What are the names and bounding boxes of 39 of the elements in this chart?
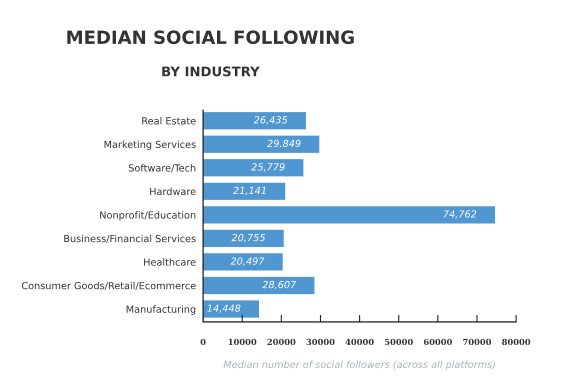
data-label: 25,779 [251,163,285,172]
data-label: 20,497 [230,257,264,266]
x-tick-label: 0 [200,338,206,346]
y-tick-label: Real Estate [142,117,196,125]
bar [203,205,496,225]
bar [203,134,320,154]
chart-title: MEDIAN SOCIAL FOLLOWING [67,30,354,44]
bar [203,228,285,248]
chart-subtitle: BY INDUSTRY [162,66,260,76]
data-label: 29,849 [267,140,301,148]
bar [203,252,284,272]
bar [203,276,316,296]
data-label: 28,607 [262,280,296,290]
data-label: 26,435 [254,116,288,125]
bar [203,158,305,178]
y-tick-label: Software/Tech [128,164,196,172]
x-tick-label: 10000 [228,338,256,346]
y-tick-label: Consumer Goods/Retail/Ecommerce [22,282,196,290]
x-tick-label: 30000 [306,338,335,346]
data-label: 20,755 [232,234,265,242]
x-axis-title: Median number of social followers (across all platforms) [224,360,495,370]
y-tick-label: Hardware [150,188,196,196]
data-label: 14,448 [207,304,240,313]
bar [203,182,286,202]
y-tick-label: Nonprofit/Education [100,211,196,221]
x-tick-label: 40000 [345,338,374,346]
x-tick-label: 20000 [267,338,296,346]
x-tick-label: 80000 [502,338,530,346]
y-tick-label: Manufacturing [126,305,196,315]
x-tick-label: 60000 [424,338,452,346]
x-tick-label: 50000 [384,338,413,346]
x-tick-label: 70000 [463,338,492,346]
y-tick-label: Marketing Services [104,140,196,150]
y-tick-label: Healthcare [144,258,196,266]
data-label: 74,762 [444,210,476,219]
y-tick-label: Business/Financial Services [64,234,196,243]
bar [203,110,308,130]
bar [203,299,260,319]
data-label: 21,141 [233,186,266,196]
